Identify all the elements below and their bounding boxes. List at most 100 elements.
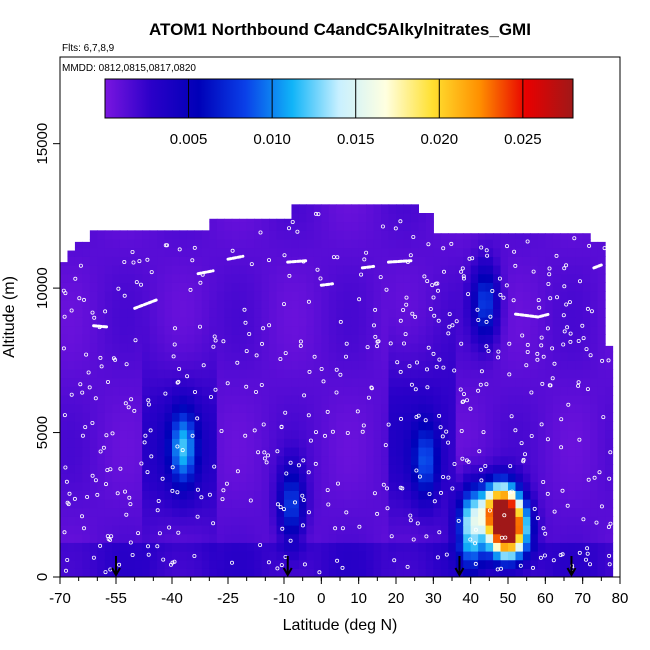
- heatmap-cell: [239, 291, 248, 301]
- heatmap-cell: [321, 265, 330, 275]
- sample-point: [279, 424, 284, 429]
- heatmap-cell: [74, 334, 83, 344]
- heatmap-cell: [567, 233, 576, 240]
- heatmap-cell: [366, 360, 375, 370]
- heatmap-cell: [433, 256, 442, 266]
- heatmap-cell: [388, 533, 397, 543]
- heatmap-cell: [470, 490, 479, 500]
- heatmap-cell: [67, 386, 76, 396]
- heatmap-cell: [321, 403, 330, 413]
- heatmap-cell: [508, 317, 517, 327]
- heatmap-cell: [254, 516, 263, 526]
- heatmap-cell: [425, 438, 434, 448]
- flight-trail: [92, 324, 110, 329]
- heatmap-cell: [500, 317, 509, 327]
- heatmap-cell: [261, 325, 270, 335]
- heatmap-cell: [216, 218, 225, 223]
- heatmap-cell: [478, 343, 487, 353]
- heatmap-cell: [470, 455, 479, 465]
- heatmap-cell: [515, 343, 524, 353]
- sample-point: [90, 473, 95, 478]
- heatmap-cell: [134, 447, 143, 457]
- heatmap-cell: [388, 377, 397, 387]
- sample-point: [495, 567, 500, 572]
- heatmap-cell: [545, 325, 554, 335]
- heatmap-cell: [463, 455, 472, 465]
- heatmap-cell: [231, 473, 240, 483]
- heatmap-cell: [179, 559, 188, 569]
- sample-point: [192, 389, 197, 394]
- heatmap-cell: [522, 386, 531, 396]
- heatmap-cell: [530, 473, 539, 483]
- heatmap-cell: [500, 308, 509, 318]
- heatmap-cell: [373, 204, 382, 214]
- heatmap-cell: [508, 516, 517, 526]
- heatmap-cell: [358, 559, 367, 569]
- heatmap-cell: [231, 221, 240, 231]
- heatmap-cell: [597, 308, 606, 318]
- sample-point: [306, 470, 311, 475]
- heatmap-cell: [224, 317, 233, 327]
- heatmap-cell: [164, 499, 173, 509]
- heatmap-cell: [582, 360, 591, 370]
- heatmap-cell: [254, 403, 263, 413]
- heatmap-cell: [60, 551, 69, 561]
- heatmap-cell: [493, 239, 502, 249]
- sample-point: [389, 534, 394, 539]
- x-axis: -70 -55 -40 -25 -10 0 10 20 30 40 50 60 70 80: [49, 577, 628, 607]
- heatmap-cell: [60, 343, 69, 353]
- heatmap-cell: [239, 395, 248, 405]
- heatmap-cell: [239, 525, 248, 535]
- heatmap-cell: [522, 395, 531, 405]
- heatmap-cell: [224, 334, 233, 344]
- heatmap-cell: [284, 455, 293, 465]
- sample-point: [564, 263, 569, 268]
- heatmap-cell: [284, 395, 293, 405]
- heatmap-cell: [470, 499, 479, 509]
- heatmap-cell: [605, 464, 614, 474]
- heatmap-cell: [74, 429, 83, 439]
- heatmap-cell: [89, 317, 98, 327]
- heatmap-cell: [500, 525, 509, 535]
- heatmap-cell: [440, 421, 449, 431]
- heatmap-cell: [470, 247, 479, 257]
- heatmap-cell: [306, 455, 315, 465]
- heatmap-cell: [276, 273, 285, 283]
- heatmap-cell: [254, 265, 263, 275]
- heatmap-cell: [157, 533, 166, 543]
- heatmap-cell: [119, 447, 128, 457]
- heatmap-cell: [418, 516, 427, 526]
- heatmap-cell: [224, 507, 233, 517]
- heatmap-cell: [381, 542, 390, 552]
- heatmap-cell: [418, 239, 427, 249]
- heatmap-cell: [366, 239, 375, 249]
- heatmap-cell: [157, 265, 166, 275]
- heatmap-cell: [448, 395, 457, 405]
- heatmap-cell: [254, 343, 263, 353]
- heatmap-cell: [381, 473, 390, 483]
- heatmap-cell: [291, 265, 300, 275]
- heatmap-cell: [530, 377, 539, 387]
- heatmap-cell: [157, 369, 166, 379]
- sample-point: [484, 344, 489, 349]
- heatmap-cell: [418, 360, 427, 370]
- heatmap-cell: [418, 395, 427, 405]
- heatmap-cell: [373, 464, 382, 474]
- heatmap-cell: [254, 273, 263, 283]
- sample-point: [466, 459, 471, 464]
- heatmap-cell: [313, 299, 322, 309]
- heatmap-cell: [343, 256, 352, 266]
- y-tick-label: 10000: [34, 267, 51, 309]
- heatmap-cell: [298, 386, 307, 396]
- heatmap-cell: [575, 265, 584, 275]
- heatmap-cell: [97, 369, 106, 379]
- heatmap-cell: [224, 464, 233, 474]
- heatmap-cell: [291, 334, 300, 344]
- heatmap-cell: [97, 403, 106, 413]
- heatmap-cell: [552, 429, 561, 439]
- heatmap-cell: [500, 507, 509, 517]
- heatmap-cell: [448, 455, 457, 465]
- heatmap-cell: [67, 464, 76, 474]
- heatmap-cell: [515, 273, 524, 283]
- heatmap-cell: [276, 291, 285, 301]
